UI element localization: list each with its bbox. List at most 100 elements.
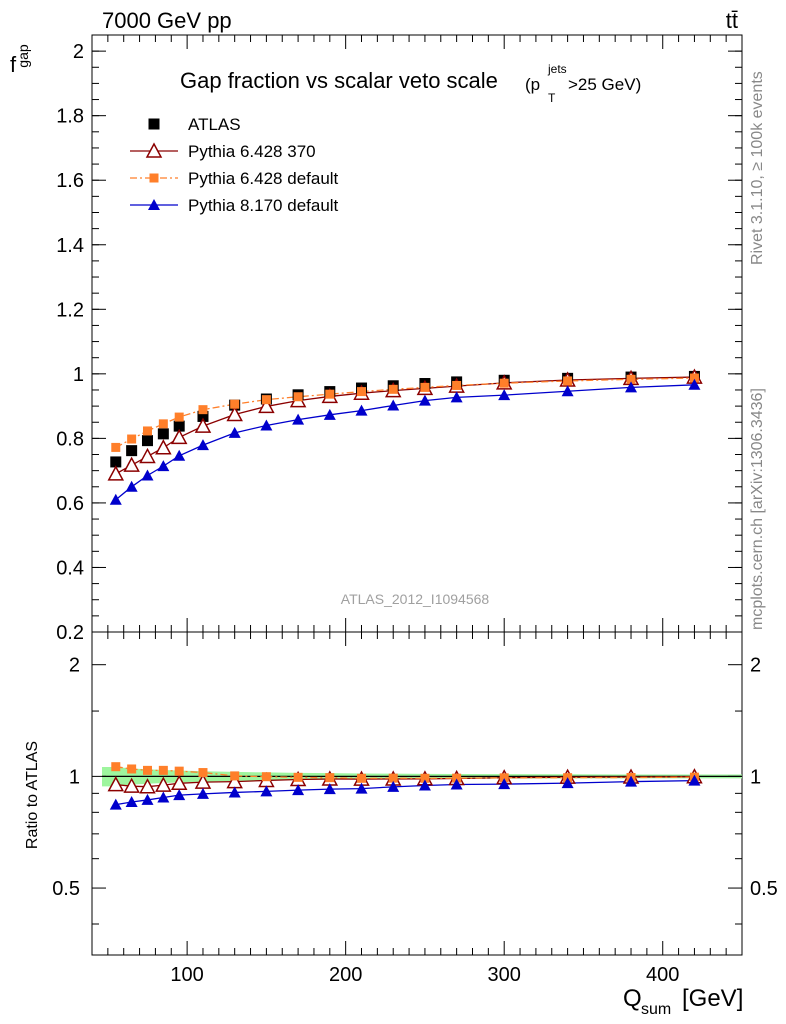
ratio-data-point [388, 773, 398, 783]
main-data-point [261, 395, 271, 405]
ratio-ytick-label-right: 1 [750, 766, 761, 788]
main-data-point [561, 385, 574, 397]
main-data-point [126, 445, 138, 457]
main-ytick-label: 0.6 [56, 493, 84, 515]
ratio-data-point [228, 786, 241, 798]
chart-title: Gap fraction vs scalar veto scale (p jet… [180, 62, 641, 105]
ratio-data-point [498, 778, 511, 790]
main-data-point [226, 405, 243, 422]
x-axis-label-sub: sum [641, 1001, 671, 1018]
ratio-data-point [230, 771, 240, 781]
main-data-point [155, 439, 172, 455]
main-data-point [158, 419, 168, 429]
main-ytick-label: 2 [73, 41, 84, 63]
ratio-ytick-label-right: 2 [750, 655, 761, 677]
main-series-group [107, 368, 703, 505]
ratio-data-point [196, 787, 209, 799]
legend-marker [149, 173, 159, 183]
ratio-data-point [174, 766, 184, 776]
main-data-point [323, 408, 336, 420]
ratio-ytick-label: 1 [69, 766, 80, 788]
ratio-ytick-label: 0.5 [52, 878, 80, 900]
main-data-point [198, 405, 208, 415]
main-data-point [450, 391, 463, 403]
main-ytick-label: 0.2 [56, 622, 84, 644]
ratio-data-point [125, 795, 138, 807]
main-data-point [127, 434, 137, 444]
ratio-series-group [107, 762, 703, 810]
main-data-point [625, 381, 638, 393]
main-axis-ticks: 0.2 0.4 0.6 0.8 1 1.2 1.4 1.6 1.8 2 [56, 35, 743, 644]
ratio-data-point [325, 773, 335, 783]
main-data-point [142, 426, 152, 436]
main-data-point [194, 417, 212, 433]
chart-title-subT: T [548, 91, 556, 105]
main-data-point [141, 469, 154, 481]
ratio-data-point [418, 779, 431, 791]
legend-marker [145, 142, 163, 158]
main-data-point [292, 413, 305, 425]
main-ytick-label: 1 [73, 364, 84, 386]
main-data-point [626, 374, 636, 384]
ratio-data-point [158, 765, 168, 775]
main-data-point [230, 399, 240, 409]
ratio-data-point [292, 784, 305, 796]
ratio-data-point [127, 764, 137, 774]
main-data-point [689, 373, 699, 383]
main-data-point [111, 442, 121, 452]
main-data-point [228, 426, 241, 438]
main-data-point [293, 392, 303, 402]
main-data-point [170, 428, 188, 445]
ratio-data-point [107, 776, 125, 792]
main-ytick-label: 1.4 [56, 235, 84, 257]
x-axis-label: Q sum [GeV] [623, 985, 743, 1018]
chart-title-tail: >25 GeV) [568, 75, 641, 94]
main-data-point [125, 480, 138, 492]
ratio-data-point [198, 768, 208, 778]
ratio-data-point [323, 783, 336, 795]
ratio-data-point [450, 778, 463, 790]
main-data-point [355, 404, 368, 416]
ratio-data-point [260, 785, 273, 797]
ratio-data-point [625, 775, 638, 787]
mcplots-label: mcplots.cern.ch [arXiv:1306.3436] [749, 388, 766, 630]
x-axis-label-q: Q [623, 985, 642, 1012]
main-data-point [141, 435, 153, 447]
main-data-point [563, 376, 573, 386]
ratio-xtick-label: 200 [329, 964, 362, 986]
ratio-data-point [293, 772, 303, 782]
main-data-point [157, 460, 170, 472]
main-data-point [387, 399, 400, 411]
process-label: tt̄ [726, 8, 738, 33]
main-data-point [174, 412, 184, 422]
rivet-label: Rivet 3.1.10, ≥ 100k events [749, 71, 766, 265]
ratio-ytick-label-right: 0.5 [750, 878, 778, 900]
main-data-point [157, 428, 169, 440]
main-data-point [418, 394, 431, 406]
ratio-data-point [141, 793, 154, 805]
energy-label: 7000 GeV pp [102, 8, 232, 33]
ratio-data-point [139, 778, 156, 794]
legend-label: Pythia 6.428 370 [188, 142, 316, 161]
ratio-axis-ticks: 0.5 0.5 1 1 2 2 100 200 300 400 [52, 632, 778, 986]
main-data-point [110, 456, 122, 468]
main-ytick-label: 1.2 [56, 299, 84, 321]
ratio-data-point [561, 777, 574, 789]
ratio-data-point [123, 777, 140, 793]
main-data-point [109, 493, 122, 505]
main-ylabel-text: f [10, 52, 17, 77]
analysis-watermark: ATLAS_2012_I1094568 [341, 591, 490, 607]
legend-label: ATLAS [188, 115, 241, 134]
ratio-data-point [357, 773, 367, 783]
ratio-data-point [688, 774, 701, 786]
ratio-xtick-label: 300 [488, 964, 521, 986]
chart-title-sup: jets [547, 62, 567, 76]
legend-marker [148, 118, 160, 130]
ratio-data-point [452, 773, 462, 783]
ratio-ylabel: Ratio to ATLAS [24, 741, 41, 849]
ratio-data-point [261, 772, 271, 782]
legend-label: Pythia 6.428 default [188, 169, 339, 188]
main-ytick-label: 1.6 [56, 170, 84, 192]
ratio-data-point [109, 798, 122, 810]
